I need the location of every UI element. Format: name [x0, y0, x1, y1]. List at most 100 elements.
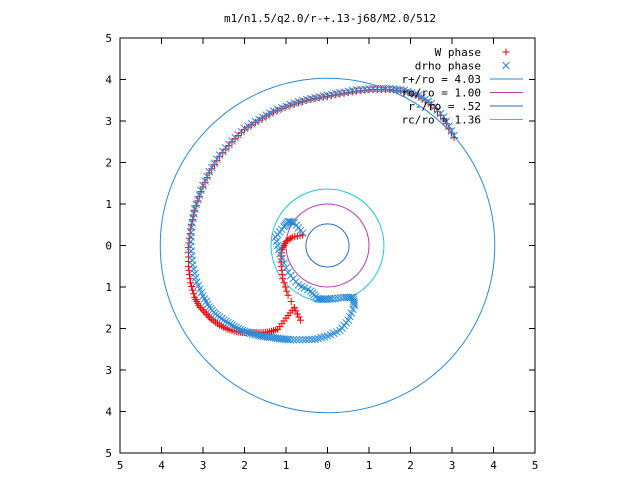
legend-marker	[502, 61, 510, 70]
w-phase-point	[293, 310, 301, 318]
drho-phase-point	[203, 172, 212, 181]
drho-phase-point	[195, 191, 204, 199]
drho-phase-point	[340, 293, 348, 302]
y-tick-label: 5	[105, 32, 112, 45]
drho-phase-point	[242, 328, 251, 336]
drho-phase-point	[302, 95, 311, 104]
w-phase-point	[206, 314, 214, 322]
drho-phase-point	[282, 102, 290, 110]
x-tick-label: 4	[158, 459, 165, 472]
drho-phase-point	[244, 122, 252, 131]
w-phase-point	[190, 290, 198, 298]
drho-phase-point	[447, 127, 456, 135]
drho-phase-point	[244, 328, 253, 337]
drho-phase-point	[199, 181, 207, 190]
w-phase-point	[201, 178, 209, 186]
w-phase-point	[408, 90, 416, 98]
drho-phase-point	[280, 259, 288, 267]
circle-r-line	[159, 77, 496, 414]
legend-label: drho phase	[415, 60, 481, 73]
drho-phase-point	[226, 320, 234, 328]
y-tick-label: 4	[105, 74, 112, 87]
chart-title: m1/n1.5/q2.0/r-+.13-j68/M2.0/512	[224, 12, 436, 25]
drho-phase-point	[317, 333, 326, 342]
x-tick-label: 2	[241, 459, 248, 472]
drho-phase-point	[188, 219, 197, 227]
drho-phase-point	[248, 330, 257, 338]
w-phase-point	[196, 303, 204, 311]
w-phase-point	[200, 307, 208, 315]
y-tick-label: 0	[105, 240, 112, 253]
drho-phase-point	[219, 316, 228, 325]
w-phase-point	[199, 183, 207, 191]
legend-label: ro/ro = 1.00	[402, 87, 481, 100]
circle-rc-line	[270, 188, 385, 303]
y-tick-label: 2	[105, 157, 112, 170]
w-phase-point	[187, 279, 195, 287]
drho-phase-point	[240, 327, 249, 336]
drho-phase-point	[292, 335, 301, 344]
drho-phase-point	[201, 177, 209, 185]
x-tick-label: 1	[283, 459, 290, 472]
drho-phase-point	[246, 329, 255, 338]
legend-marker	[502, 48, 510, 56]
drho-phase-point	[190, 205, 199, 213]
data-points	[184, 84, 458, 344]
w-phase-point	[186, 271, 194, 279]
legend-label: W phase	[435, 46, 481, 59]
legend-label: rc/ro = 1.36	[402, 114, 481, 127]
drho-phase-point	[236, 325, 245, 334]
reference-circles	[159, 77, 496, 414]
drho-phase-point	[316, 295, 325, 303]
w-phase-point	[430, 104, 438, 112]
drho-phase-point	[273, 105, 282, 114]
drho-phase-point	[298, 335, 307, 344]
w-phase-point	[186, 275, 194, 283]
drho-phase-point	[286, 100, 295, 109]
x-tick-label: 1	[366, 459, 373, 472]
drho-phase-point	[289, 335, 298, 344]
drho-phase-point	[251, 117, 260, 126]
drho-phase-point	[298, 229, 307, 237]
drho-phase-point	[221, 317, 230, 326]
drho-phase-point	[190, 209, 198, 218]
w-phase-point	[189, 286, 197, 294]
w-phase-point	[201, 309, 209, 317]
x-tick-label: 3	[449, 459, 456, 472]
drho-phase-point	[314, 334, 323, 343]
drho-phase-point	[287, 218, 296, 226]
w-phase-point	[295, 313, 303, 321]
drho-phase-point	[304, 335, 313, 344]
x-tick-label: 0	[324, 459, 331, 472]
drho-phase-point	[207, 163, 216, 172]
w-phase-point	[297, 316, 305, 324]
w-phase-point	[411, 91, 419, 99]
drho-phase-point	[320, 332, 329, 341]
y-tick-label: 3	[105, 115, 112, 128]
w-phase-point	[280, 279, 288, 287]
drho-phase-point	[258, 113, 267, 122]
w-phase-point	[219, 149, 227, 157]
circle-r-line	[305, 223, 350, 268]
y-tick-label: 1	[105, 281, 112, 294]
drho-phase-point	[284, 268, 292, 277]
drho-phase-point	[230, 322, 238, 331]
drho-phase-point	[210, 159, 219, 168]
drho-phase-point	[262, 111, 271, 120]
drho-phase-point	[247, 120, 256, 128]
w-phase-point	[287, 234, 295, 242]
circle-ro-line	[285, 203, 370, 288]
x-tick-label: 5	[117, 459, 124, 472]
w-phase-point	[292, 307, 300, 315]
drho-phase-point	[238, 326, 247, 335]
w-phase-point	[231, 135, 239, 143]
w-phase-point	[283, 287, 291, 295]
drho-phase-point	[308, 335, 316, 344]
w-phase-point	[290, 304, 298, 312]
w-phase-point	[188, 282, 196, 290]
drho-phase-point	[282, 263, 290, 272]
w-phase-point	[237, 128, 245, 136]
x-tick-label: 2	[407, 459, 414, 472]
